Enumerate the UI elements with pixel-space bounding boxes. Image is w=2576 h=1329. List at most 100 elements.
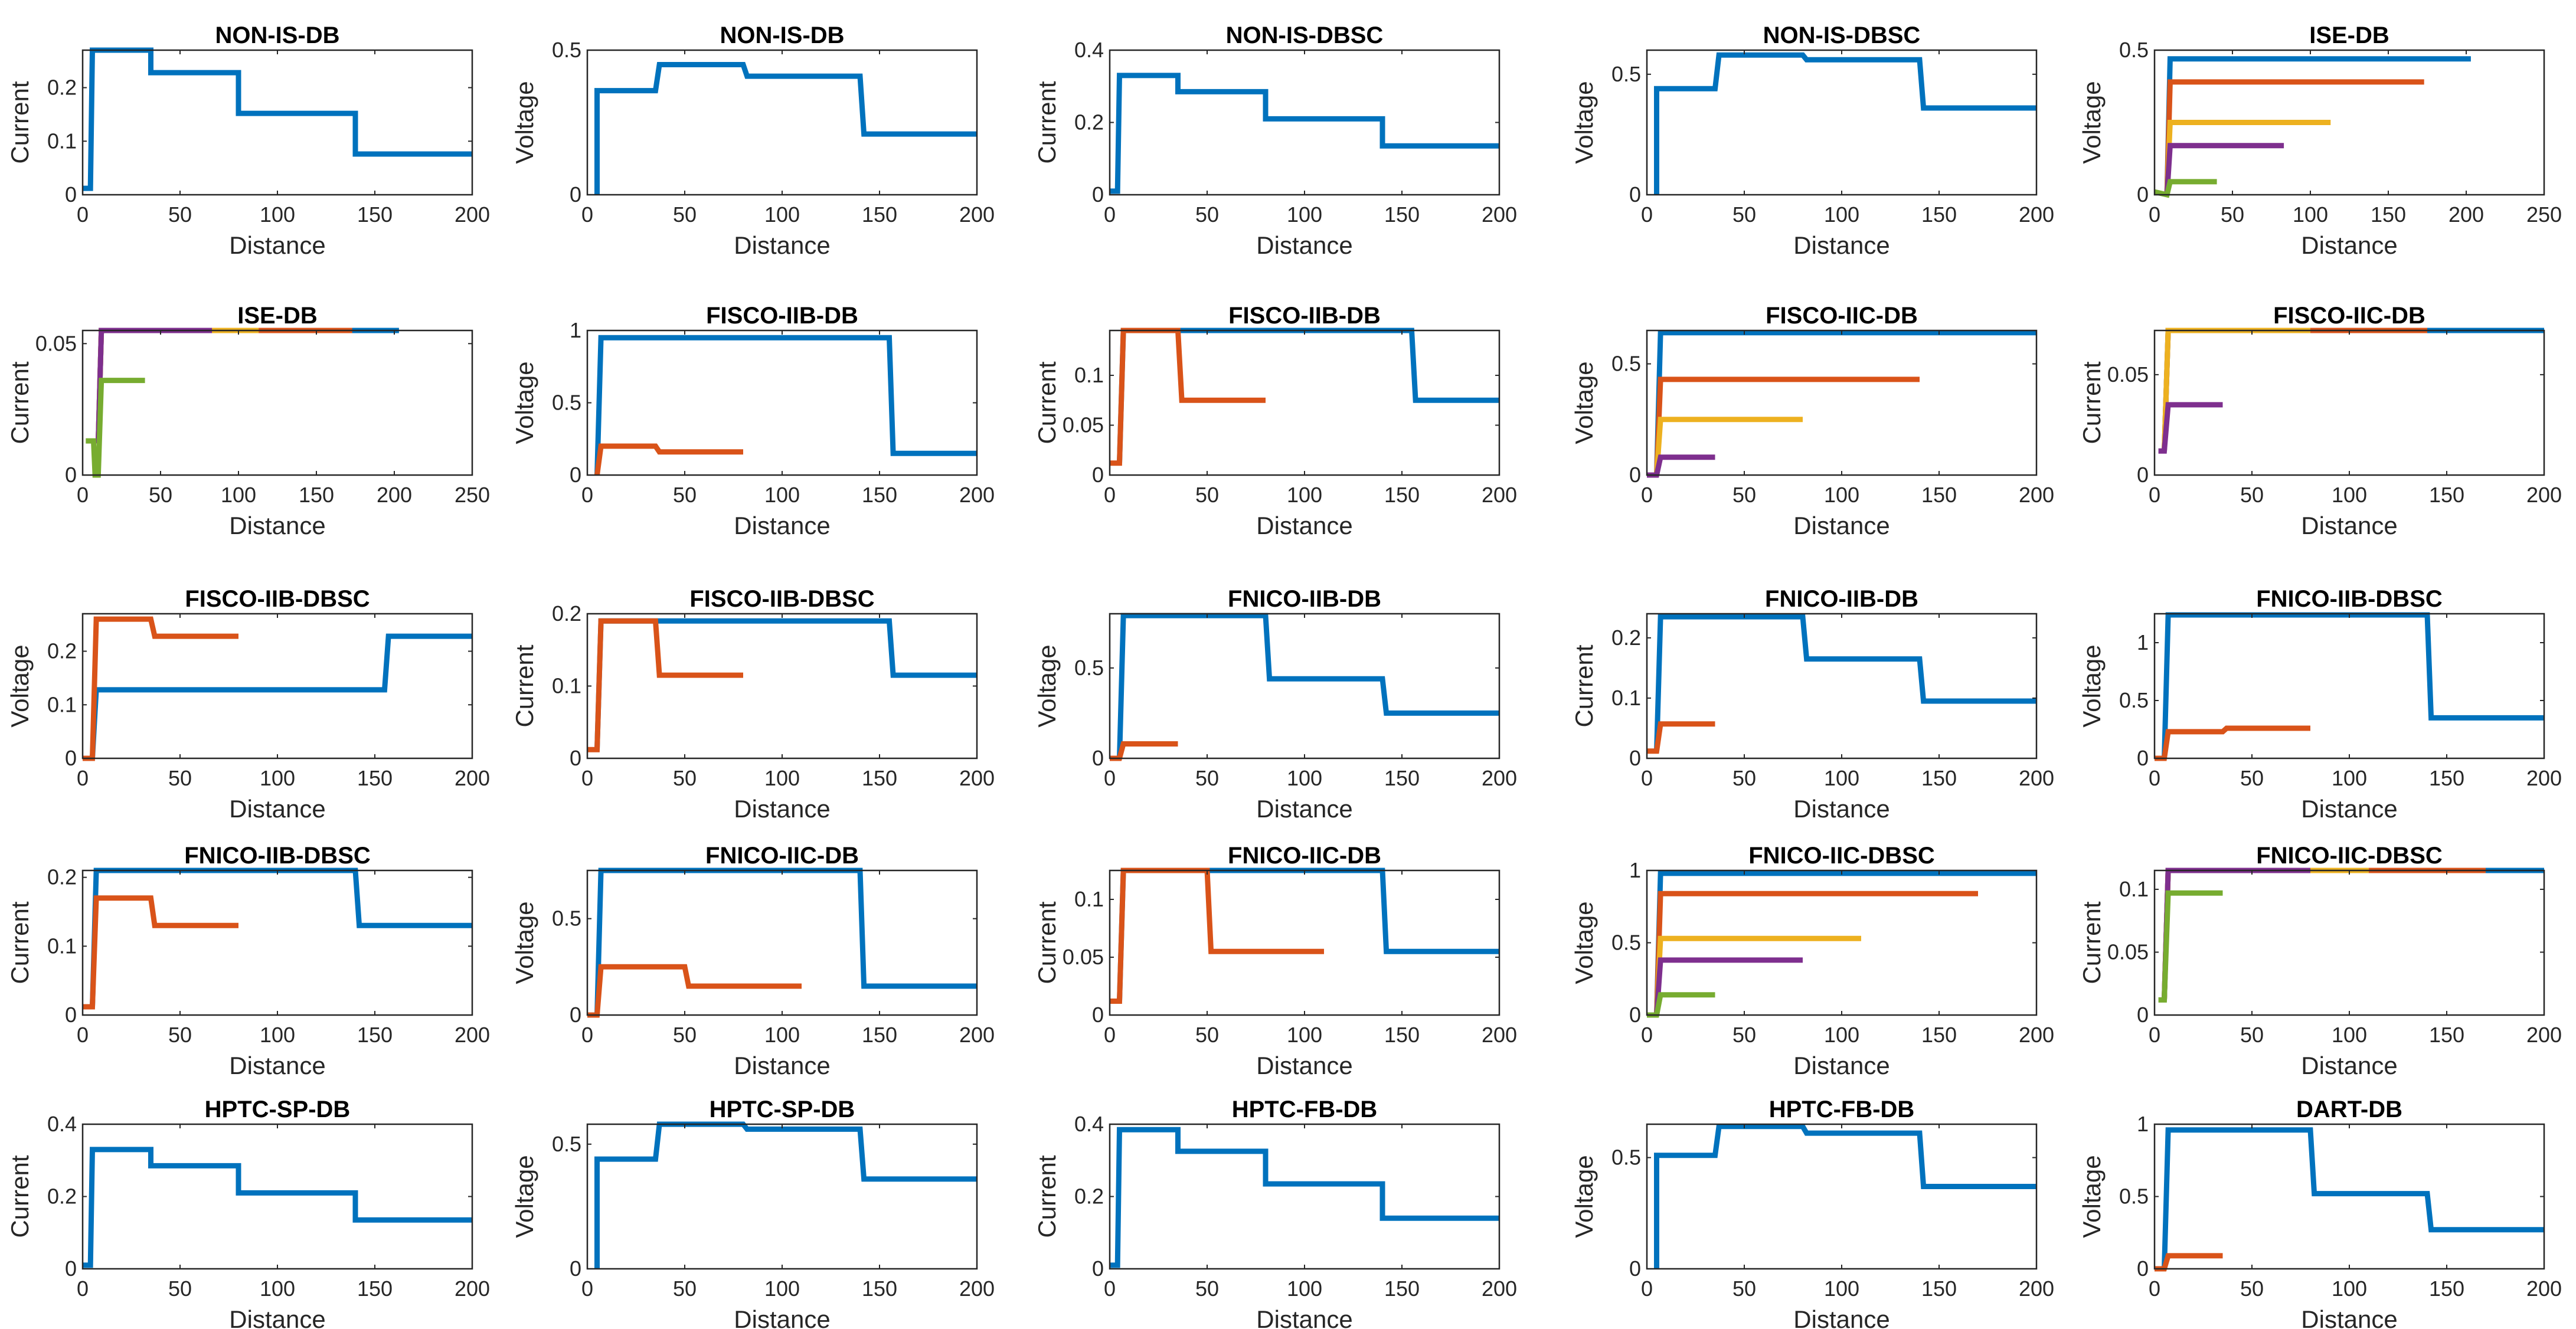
y-axis-label: Voltage [1570, 361, 1598, 444]
axes-box [81, 1123, 473, 1270]
x-tick-label: 0 [1104, 202, 1116, 227]
x-tick-label: 50 [168, 202, 192, 227]
chart-title: FISCO-IIC-DB [2273, 303, 2425, 329]
x-tick-label: 250 [2526, 202, 2562, 227]
axes-box [1109, 613, 1501, 760]
chart-panel: 0 50 100 150 200 0 0.5 NON-IS-DBSC Distance Volta… [1570, 22, 2054, 259]
series-line-orange [1110, 328, 1266, 466]
x-axis-label: Distance [1793, 1052, 1889, 1079]
x-tick-label: 50 [1732, 483, 1756, 507]
x-tick-label: 150 [2429, 1276, 2464, 1301]
x-tick-label: 150 [1384, 1023, 1420, 1047]
chart-panel: 0 50 100 150 200 0 0.05 FISCO-IIC-DB Distance Cur… [2078, 303, 2562, 539]
x-tick-label: 50 [2240, 1023, 2264, 1047]
y-tick-label: 0.1 [1074, 887, 1104, 911]
series-line-blue [594, 1121, 977, 1269]
chart-panel: 0 50 100 150 200 0 0.2 0.4 NON-IS-DBSC Distance Cu… [1033, 22, 1517, 259]
y-tick-label: 0.5 [1074, 656, 1104, 680]
x-tick-label: 50 [1732, 766, 1756, 790]
chart-panel: 0 50 100 150 200 0 0.05 0.1 FISCO-IIB-DB Distance… [1033, 303, 1517, 539]
axes-box [81, 49, 473, 196]
x-tick-label: 150 [357, 1023, 393, 1047]
chart-panel: 0 50 100 150 200 0 0.5 HPTC-FB-DB Distance Voltag… [1570, 1096, 2054, 1329]
y-tick-label: 1 [2137, 630, 2149, 654]
chart-title: FISCO-IIB-DBSC [689, 586, 874, 612]
x-tick-label: 100 [1287, 202, 1322, 227]
y-tick-label: 0.5 [552, 38, 581, 62]
x-tick-label: 0 [581, 202, 593, 227]
x-tick-label: 150 [357, 202, 393, 227]
y-tick-label: 0.05 [1063, 945, 1104, 969]
series-line-blue [2164, 56, 2471, 195]
x-tick-label: 100 [1287, 1276, 1322, 1301]
y-tick-label: 0.5 [1611, 352, 1641, 376]
y-tick-label: 0 [570, 746, 581, 770]
series-line-blue [83, 1147, 472, 1268]
chart-title: FISCO-IIB-DBSC [185, 586, 370, 612]
chart-title: ISE-DB [237, 303, 318, 329]
axes-box [2153, 49, 2545, 196]
x-tick-label: 50 [2240, 1276, 2264, 1301]
x-tick-label: 100 [1824, 202, 1859, 227]
x-axis-label: Distance [734, 1305, 830, 1329]
series-line-blue [2162, 612, 2544, 759]
x-axis-label: Distance [1256, 512, 1352, 539]
x-tick-label: 200 [455, 766, 490, 790]
x-tick-label: 0 [1641, 766, 1653, 790]
y-tick-label: 0 [2137, 746, 2149, 770]
series-line-blue [594, 335, 977, 476]
chart-panel: 0 50 100 150 200 0 0.2 0.4 HPTC-FB-DB Distance Cur… [1033, 1096, 1517, 1329]
series-line-purple [1654, 957, 1803, 1016]
x-tick-label: 200 [2526, 766, 2562, 790]
series-line-orange [2164, 79, 2424, 195]
x-axis-label: Distance [1256, 1305, 1352, 1329]
series-line-purple [2158, 402, 2223, 454]
y-tick-label: 0.05 [1063, 413, 1104, 437]
y-tick-label: 0.1 [47, 129, 77, 153]
series-line-orange [1654, 377, 1920, 476]
y-axis-label: Current [1570, 644, 1598, 727]
chart-title: FNICO-IIB-DBSC [2256, 586, 2443, 612]
x-tick-label: 100 [1287, 1023, 1322, 1047]
x-axis-label: Distance [1256, 231, 1352, 259]
x-tick-label: 150 [357, 1276, 393, 1301]
x-tick-label: 50 [168, 1023, 192, 1047]
x-tick-label: 150 [862, 483, 897, 507]
y-axis-label: Current [1033, 901, 1061, 984]
x-axis-label: Distance [2301, 795, 2397, 823]
x-tick-label: 200 [455, 1276, 490, 1301]
x-tick-label: 150 [2371, 202, 2406, 227]
x-tick-label: 200 [2019, 766, 2054, 790]
y-tick-label: 0.1 [2119, 877, 2149, 901]
y-tick-label: 0.2 [47, 639, 77, 663]
y-axis-label: Voltage [1570, 81, 1598, 163]
x-tick-label: 200 [1482, 483, 1517, 507]
y-axis-label: Voltage [2078, 644, 2106, 727]
series-line-yellow [1654, 417, 1803, 476]
x-tick-label: 150 [1921, 483, 1957, 507]
series-line-blue [1654, 52, 2036, 195]
series-line-orange [594, 443, 743, 476]
x-axis-label: Distance [229, 1305, 325, 1329]
y-axis-label: Current [6, 81, 34, 163]
x-tick-label: 50 [673, 766, 697, 790]
chart-title: HPTC-SP-DB [205, 1096, 351, 1122]
chart-title: FNICO-IIB-DB [1228, 586, 1381, 612]
series-line-blue [90, 868, 472, 1007]
series-line-blue [1117, 613, 1499, 759]
x-tick-label: 0 [77, 202, 89, 227]
x-tick-label: 50 [1732, 202, 1756, 227]
x-tick-label: 150 [1384, 483, 1420, 507]
y-tick-label: 0.4 [1074, 38, 1104, 62]
x-axis-label: Distance [2301, 1052, 2397, 1079]
x-tick-label: 150 [299, 483, 334, 507]
series-line-blue [2162, 868, 2544, 1000]
chart-panel: 0 50 100 150 200 0 0.1 0.2 FISCO-IIB-DBSC Distanc… [6, 586, 490, 823]
chart-title: HPTC-FB-DB [1769, 1096, 1915, 1122]
x-axis-label: Distance [1793, 1305, 1889, 1329]
series-line-yellow [2162, 328, 2310, 451]
axes-box [1646, 329, 2038, 476]
chart-title: HPTC-FB-DB [1232, 1096, 1378, 1122]
x-tick-label: 200 [1482, 202, 1517, 227]
x-tick-label: 150 [1384, 202, 1420, 227]
